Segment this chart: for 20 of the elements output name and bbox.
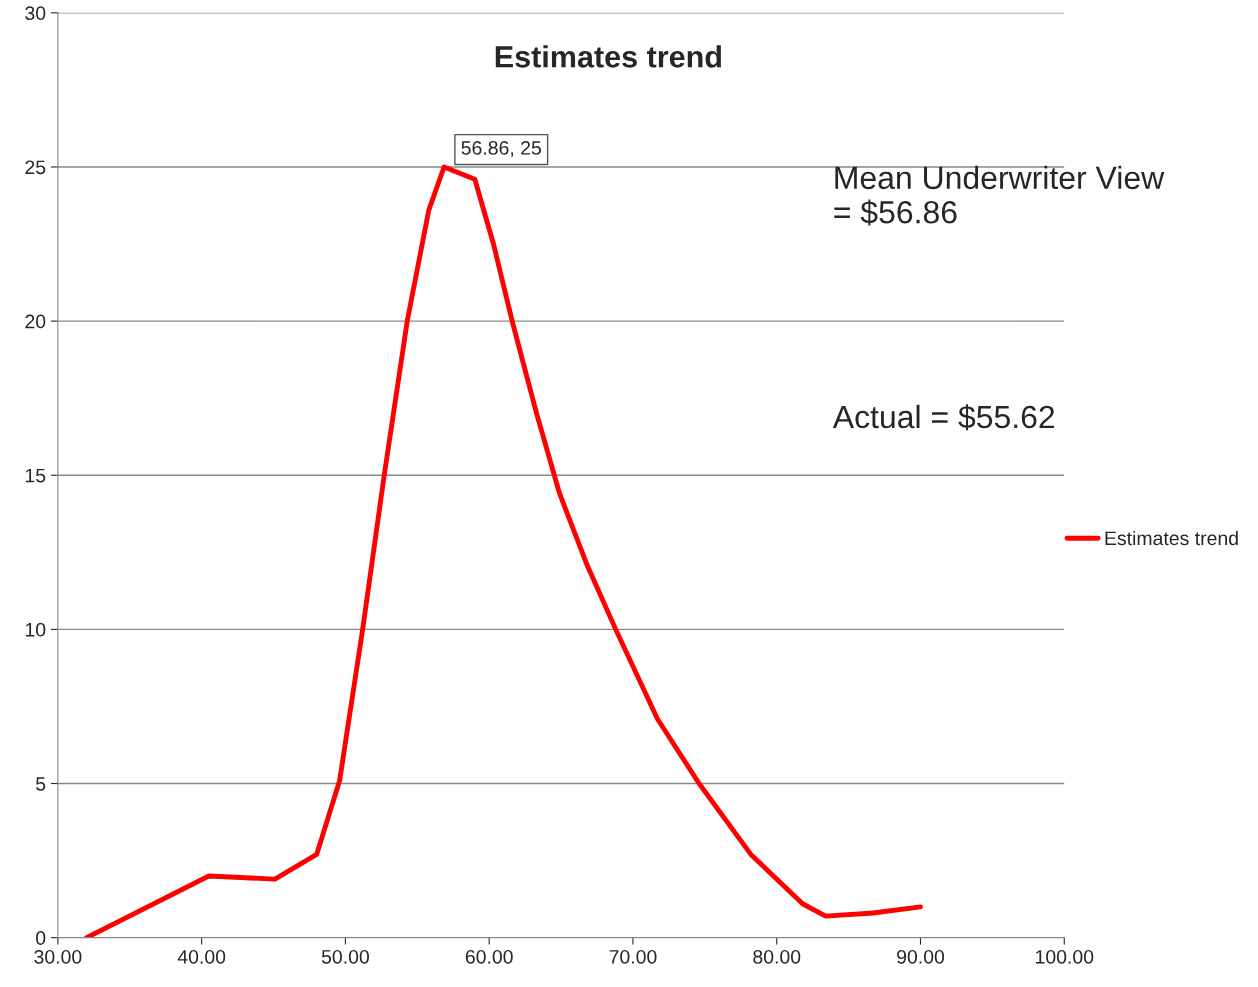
x-tick-label: 30.00 (34, 949, 82, 964)
text: Estimates trend (495, 45, 721, 68)
x-tick-label: 40.00 (177, 949, 226, 964)
x-tick-label: 50.00 (321, 949, 369, 964)
annotation: Mean Underwriter View = $56.86 (834, 165, 1165, 226)
legend-label: Estimates trend (1105, 530, 1238, 546)
x-tick-label: 60.00 (465, 949, 513, 964)
x-tick-label: 100.00 (1036, 949, 1094, 964)
y-tick-label: 10 (25, 622, 46, 637)
x-tick-label: 80.00 (753, 949, 801, 964)
y-tick-label: 25 (25, 160, 46, 175)
annotation: Actual = $55.62 (832, 404, 1055, 431)
x-tick-label: 90.00 (897, 949, 945, 964)
x-tick-label: 70.00 (609, 949, 657, 964)
y-tick-label: 20 (25, 314, 46, 329)
y-tick-label: 5 (36, 777, 46, 791)
annotation: 56.86, 25 (461, 141, 541, 158)
y-tick-label: 0 (36, 931, 46, 945)
y-tick-label: 15 (25, 468, 46, 483)
y-tick-label: 30 (25, 6, 46, 21)
